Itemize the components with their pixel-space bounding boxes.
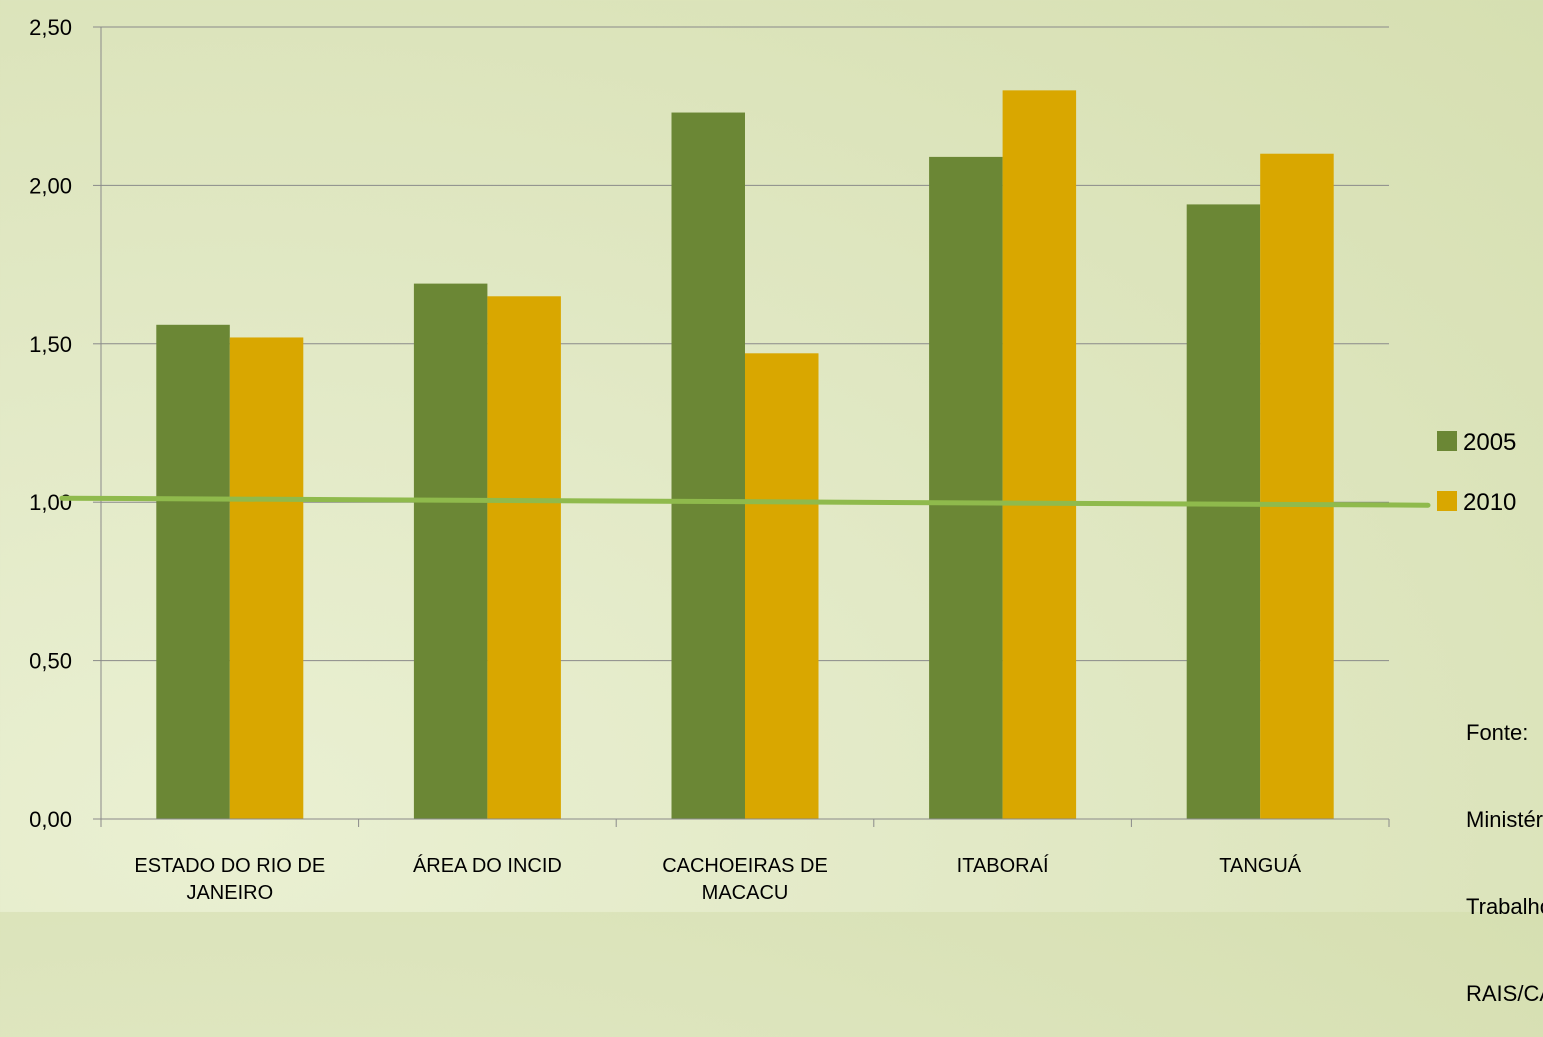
bar-2010 (1260, 153, 1334, 820)
bar-2010 (745, 353, 819, 819)
source-note-line-2: Ministério do (1466, 807, 1543, 832)
x-category-label: ESTADO DO RIO DE JANEIRO (134, 855, 325, 904)
bar-2005 (671, 112, 745, 819)
bar-2005 (156, 324, 230, 819)
source-note-line-1: Fonte: (1466, 720, 1529, 745)
x-category-label: ÁREA DO INCID (413, 854, 562, 877)
legend-label-2010: 2010 (1463, 489, 1516, 516)
source-note: Fonte: Ministério do Trabalho e RAIS/CAG… (1466, 660, 1543, 1037)
reference-line-1 (59, 495, 1431, 508)
source-note-line-3: Trabalho e (1466, 894, 1543, 919)
bar-2005 (929, 156, 1003, 819)
y-tick-label: 0,00 (29, 807, 72, 832)
bar-2010 (1002, 90, 1077, 820)
y-axis: 0,00 0,50 1,00 1,50 2,00 2,50 (29, 15, 102, 832)
bar-2010 (229, 337, 304, 819)
source-note-line-4: RAIS/CAGED (1466, 981, 1543, 1006)
legend-label-2005: 2005 (1463, 429, 1516, 456)
x-axis: ESTADO DO RIO DE JANEIRO ÁREA DO INCID CACH… (100, 818, 1390, 904)
x-category-label: CACHOEIRAS DE MACACU (662, 855, 828, 904)
y-tick-label: 1,00 (29, 490, 72, 515)
x-category-label: ITABORAÍ (957, 854, 1049, 877)
y-tick-label: 2,00 (29, 173, 72, 198)
reference-line (59, 495, 1431, 508)
y-tick-label: 1,50 (29, 332, 72, 357)
legend: 2005 2010 (1437, 429, 1516, 516)
bar-2005 (1186, 204, 1261, 819)
y-tick-label: 0,50 (29, 649, 72, 674)
bar-2005 (413, 283, 488, 819)
legend-swatch-2010 (1437, 491, 1457, 511)
bars (156, 90, 1334, 820)
x-category-label: TANGUÁ (1219, 854, 1302, 877)
bar-2010 (487, 296, 561, 819)
y-tick-label: 2,50 (29, 15, 72, 40)
bar-chart: 0,00 0,50 1,00 1,50 2,00 2,50 ESTADO DO RIO D… (29, 15, 1516, 904)
legend-swatch-2005 (1437, 431, 1457, 451)
